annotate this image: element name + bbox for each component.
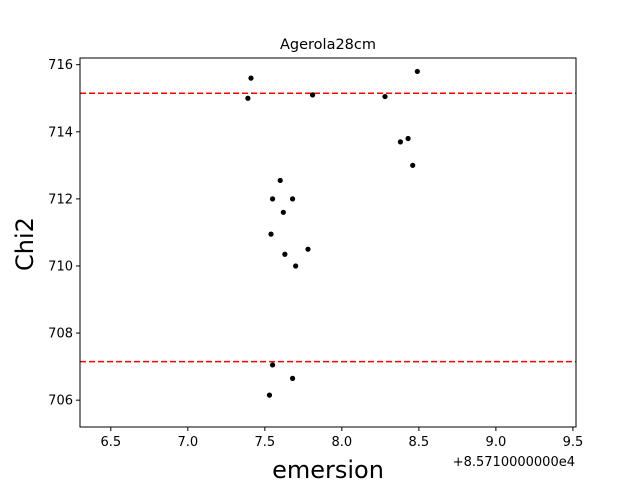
y-tick-label: 706 xyxy=(48,394,73,409)
x-axis-label: emersion xyxy=(272,456,384,480)
x-tick-label: 8.5 xyxy=(409,435,430,450)
data-point xyxy=(268,231,274,237)
data-point xyxy=(405,135,411,142)
x-axis-ticks: 6.5 7.0 7.5 8.0 8.5 9.0 9.5 xyxy=(100,427,583,450)
data-point xyxy=(245,95,251,101)
data-point xyxy=(397,139,403,145)
y-axis-ticks: 706 708 710 712 714 716 xyxy=(48,58,80,409)
threshold-lines xyxy=(80,92,576,363)
scatter-points xyxy=(245,68,420,398)
chart-title: Agerola28cm xyxy=(280,37,376,53)
y-tick-label: 712 xyxy=(48,192,73,207)
x-tick-label: 7.5 xyxy=(255,435,276,450)
y-tick-label: 716 xyxy=(48,58,73,73)
data-point xyxy=(414,68,420,75)
data-point xyxy=(248,75,254,81)
data-point xyxy=(269,362,276,368)
data-point xyxy=(309,92,316,98)
plot-frame xyxy=(79,57,577,428)
data-point xyxy=(289,375,296,381)
data-point xyxy=(277,177,283,184)
x-tick-label: 6.5 xyxy=(100,435,121,450)
y-tick-label: 714 xyxy=(48,125,73,140)
data-point xyxy=(293,263,299,269)
data-point xyxy=(282,251,288,257)
x-tick-label: 9.5 xyxy=(563,435,584,450)
data-point xyxy=(280,209,286,215)
data-point xyxy=(410,162,416,168)
data-point xyxy=(269,196,276,202)
data-point xyxy=(382,93,388,100)
x-axis-offset-label: +8.5710000000e4 xyxy=(453,455,575,470)
y-axis-label: Chi2 xyxy=(11,217,39,271)
data-point xyxy=(289,196,296,202)
x-tick-label: 8.0 xyxy=(332,435,353,450)
y-tick-label: 708 xyxy=(48,327,73,342)
data-point xyxy=(266,392,273,398)
x-tick-label: 9.0 xyxy=(486,435,507,450)
y-tick-label: 710 xyxy=(48,259,73,274)
data-point xyxy=(305,246,311,252)
x-tick-label: 7.0 xyxy=(177,435,198,450)
